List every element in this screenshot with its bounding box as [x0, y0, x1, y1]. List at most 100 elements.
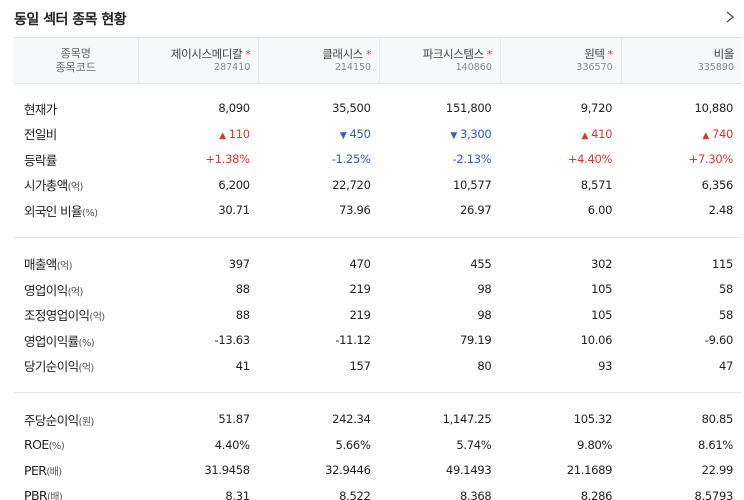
row-label: 매출액(억) [14, 251, 138, 277]
star-icon: * [486, 48, 493, 61]
star-icon: * [365, 48, 372, 61]
value-text: 10.06 [580, 333, 613, 348]
stock-header[interactable]: 비올 335890 [620, 37, 742, 84]
value-text: 105 [591, 282, 613, 297]
value-cell: ▲ 410 [500, 121, 621, 147]
row-label: ROE(%) [14, 432, 138, 458]
spacer-row [14, 84, 742, 96]
chevron-right-icon[interactable] [722, 8, 738, 26]
table-row: 외국인 비율(%) 30.71 73.96 26.97 6.00 2.48 [14, 198, 742, 224]
star-icon: * [607, 48, 614, 61]
value-text: 58 [718, 307, 733, 322]
value-cell: +7.30% [621, 147, 742, 173]
section-title: 동일 섹터 종목 현황 [14, 12, 127, 28]
value-text: 22.99 [701, 463, 734, 478]
value-cell: 31.9458 [138, 458, 259, 484]
value-text: 73.96 [339, 203, 371, 218]
value-text: 88 [235, 282, 250, 297]
row-label: 등락률 [14, 147, 138, 173]
value-cell: 88 [138, 277, 259, 303]
row-label: 주당순이익(원) [14, 407, 138, 433]
stock-name-link[interactable]: 제이시스메디칼 [170, 47, 243, 61]
value-text: +4.40% [567, 152, 613, 167]
row-unit: (%) [48, 441, 65, 453]
value-cell: 22,720 [259, 172, 380, 198]
value-text: 30.71 [218, 203, 250, 218]
value-text: 740 [711, 126, 733, 141]
value-cell: 6,200 [138, 172, 259, 198]
row-label-text: 영업이익 [24, 282, 68, 298]
value-cell: 105 [500, 277, 621, 303]
row-unit: (원) [78, 416, 95, 428]
stock-header[interactable]: 클래시스 * 214150 [258, 37, 380, 84]
value-cell: 73.96 [259, 198, 380, 224]
stock-name-link[interactable]: 원텍 [584, 47, 605, 61]
table-row: PER(배) 31.9458 32.9446 49.1493 21.1689 22.99 [14, 458, 742, 484]
value-text: 49.1493 [445, 463, 492, 478]
table-header-row: 종목명 종목코드 제이시스메디칼 * 287410 클래시스 * 214150 파크시스템스… [14, 37, 742, 84]
star-icon: * [245, 48, 251, 61]
value-cell: ▼ 450 [259, 121, 380, 147]
value-cell: 8,571 [500, 172, 621, 198]
value-cell: ▲ 740 [621, 121, 742, 147]
stock-code: 140860 [455, 62, 492, 73]
spacer-row [14, 237, 742, 251]
value-text: 98 [477, 307, 492, 322]
value-cell: 30.71 [138, 198, 259, 224]
value-cell: 8.368 [380, 483, 501, 500]
value-cell: ▲ 110 [138, 121, 259, 147]
stock-name-link[interactable]: 비올 [713, 47, 735, 61]
stock-code: 336570 [576, 62, 613, 73]
value-cell: 80 [380, 353, 501, 379]
stock-header[interactable]: 파크시스템스 * 140860 [379, 37, 501, 84]
value-cell: 79.19 [380, 328, 501, 354]
value-cell: -9.60 [621, 328, 742, 354]
value-text: 98 [477, 282, 492, 297]
value-text: 410 [591, 126, 613, 141]
value-text: 9.80% [577, 437, 613, 452]
row-unit: (억) [56, 261, 73, 273]
value-text: 31.9458 [204, 463, 250, 478]
table-row: 전일비 ▲ 110 ▼ 450 ▼ 3,300 ▲ 410 ▲ 740 [14, 121, 742, 147]
value-cell: 2.48 [621, 198, 742, 224]
value-text: -1.25% [331, 152, 371, 167]
row-label-text: 등락률 [24, 152, 57, 168]
value-cell: 1,147.25 [380, 407, 501, 433]
value-text: 397 [228, 256, 250, 271]
stock-header[interactable]: 원텍 * 336570 [499, 37, 622, 84]
value-text: 3,300 [459, 126, 492, 141]
stock-name-link[interactable]: 클래시스 [322, 47, 363, 61]
value-text: 8,571 [580, 177, 613, 192]
value-cell: 35,500 [259, 96, 380, 122]
value-text: 58 [718, 282, 733, 297]
value-cell: 10,577 [380, 172, 501, 198]
value-text: 105.32 [573, 412, 613, 427]
table-row: ROE(%) 4.40% 5.66% 5.74% 9.80% 8.61% [14, 432, 742, 458]
table-row: PBR(배) 8.31 8.522 8.368 8.286 8.5793 [14, 483, 742, 500]
stock-header[interactable]: 제이시스메디칼 * 287410 [137, 37, 259, 84]
value-cell: 470 [259, 251, 380, 277]
value-cell: 455 [380, 251, 501, 277]
table-row: 주당순이익(원) 51.87 242.34 1,147.25 105.32 80.85 [14, 407, 742, 433]
value-text: -11.12 [335, 333, 371, 348]
value-text: 5.74% [456, 437, 492, 452]
value-cell: 5.66% [259, 432, 380, 458]
value-cell: 302 [500, 251, 621, 277]
value-text: 115 [711, 256, 733, 271]
value-text: -2.13% [452, 152, 492, 167]
value-text: 80.85 [701, 412, 734, 427]
value-cell: +1.38% [138, 147, 259, 173]
value-text: 22,720 [332, 177, 371, 192]
table-row: 당기순이익(억) 41 157 80 93 47 [14, 353, 742, 379]
value-text: 26.97 [459, 203, 492, 218]
triangle-up-icon: ▲ [219, 130, 226, 141]
stock-name-link[interactable]: 파크시스템스 [422, 47, 484, 61]
value-text: 8.522 [339, 488, 371, 500]
value-cell: 93 [500, 353, 621, 379]
value-cell: 32.9446 [259, 458, 380, 484]
stock-code-header: 종목코드 [55, 60, 96, 74]
table-row: 조정영업이익(억) 88 219 98 105 58 [14, 302, 742, 328]
row-label: 시가총액(억) [14, 172, 138, 198]
value-cell: 397 [138, 251, 259, 277]
value-text: 8.5793 [694, 488, 734, 500]
